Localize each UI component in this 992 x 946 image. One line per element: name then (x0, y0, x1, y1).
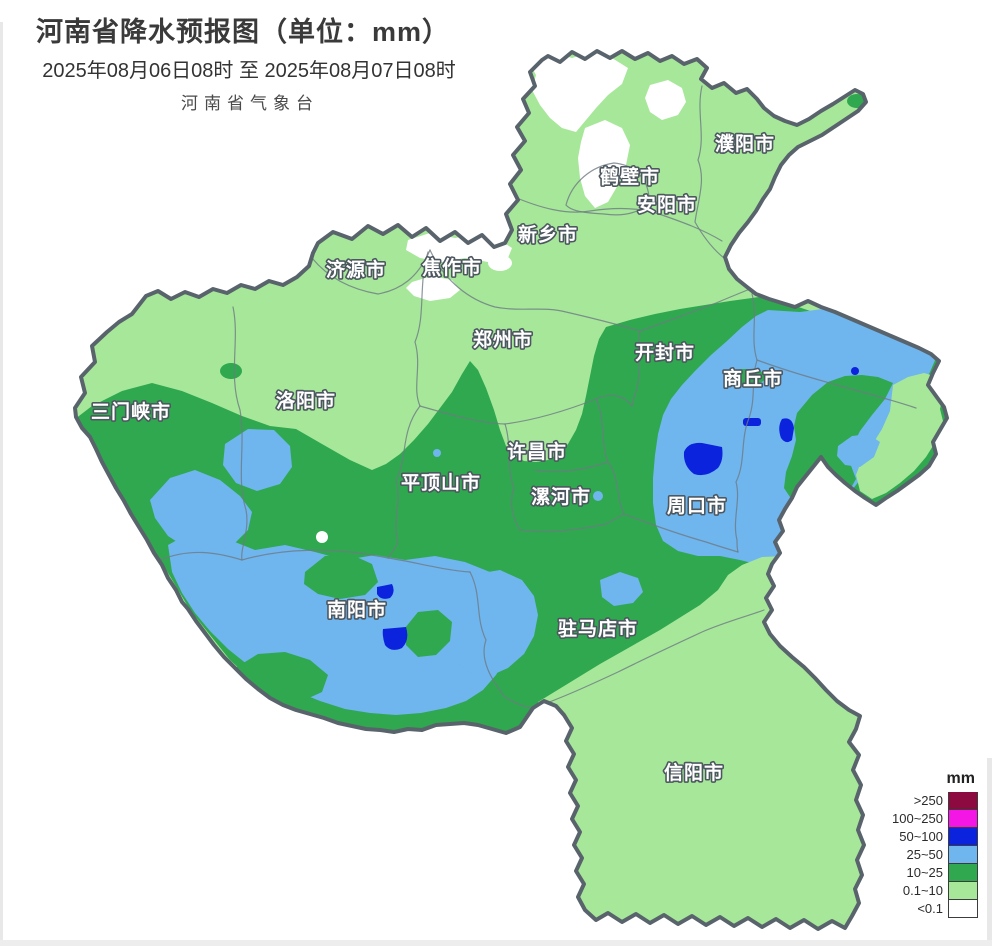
rain-area-25-50-bay (837, 434, 880, 467)
city-label-shangqiu: 商丘市 (723, 367, 783, 390)
page-edge-bottom (0, 940, 992, 946)
legend-swatch-lt01 (948, 900, 978, 918)
city-label-puyang: 濮阳市 (715, 132, 775, 155)
legend-row: >250 (828, 792, 978, 810)
legend-label: 10~25 (906, 865, 943, 880)
legend-unit-label: mm (946, 770, 975, 787)
legend-label: >250 (913, 793, 943, 808)
page-edge-left (0, 22, 3, 946)
legend-label: <0.1 (917, 901, 943, 916)
legend-row: <0.1 (828, 900, 978, 918)
city-label-zhoukou: 周口市 (667, 494, 727, 517)
legend-label: 100~250 (892, 811, 943, 826)
rain-area-25-50-east (653, 308, 936, 565)
legend-row: 50~100 (828, 828, 978, 846)
legend-label: 0.1~10 (902, 883, 943, 898)
city-label-jiyuan: 济源市 (326, 258, 386, 281)
city-boundaries (159, 85, 917, 709)
legend-row: 10~25 (828, 864, 978, 882)
city-label-xuchang: 许昌市 (507, 440, 567, 463)
issuing-agency: 河南省气象台 (181, 94, 319, 113)
city-label-nanyang: 南阳市 (327, 598, 387, 621)
city-label-luoyang: 洛阳市 (276, 389, 336, 412)
legend-swatch-25-50 (948, 846, 978, 864)
legend-label: 25~50 (906, 847, 943, 862)
page-edge-right (987, 758, 992, 946)
city-label-jiaozuo: 焦作市 (421, 256, 482, 279)
city-label-sanmenxia: 三门峡市 (91, 400, 171, 423)
city-labels: 濮阳市 鹤壁市 安阳市 新乡市 济源市 焦作市 郑州市 开封市 商丘市 三门峡市… (89, 130, 783, 785)
city-label-luohe: 漯河市 (531, 485, 591, 508)
legend-row: 0.1~10 (828, 882, 978, 900)
city-label-zhengzhou: 郑州市 (473, 328, 533, 351)
city-label-kaifeng: 开封市 (635, 341, 695, 364)
rain-area-50-100 (377, 367, 859, 650)
legend-row: 100~250 (828, 810, 978, 828)
legend-swatch-100-250 (948, 810, 978, 828)
city-label-xinxiang: 新乡市 (518, 223, 578, 246)
legend-swatch-10-25 (948, 864, 978, 882)
city-label-anyang: 安阳市 (637, 193, 697, 216)
rain-area-10-25-hole (724, 369, 766, 385)
forecast-date-range: 2025年08月06日08时 至 2025年08月07日08时 (42, 60, 456, 82)
page-title: 河南省降水预报图（单位：mm） (35, 17, 450, 47)
province-border (73, 49, 949, 931)
city-label-pingdingshan: 平顶山市 (401, 471, 481, 494)
legend-swatch-01-10 (948, 882, 978, 900)
legend-row: 25~50 (828, 846, 978, 864)
city-label-hebi: 鹤壁市 (600, 165, 660, 188)
legend-label: 50~100 (899, 829, 943, 844)
city-label-zhumadian: 驻马店市 (558, 617, 638, 640)
precipitation-legend: mm >250 100~250 50~100 25~50 10~25 0.1~1… (828, 770, 978, 918)
legend-swatch-gt250 (948, 792, 978, 810)
legend-swatch-50-100 (948, 828, 978, 846)
city-label-xinyang: 信阳市 (664, 761, 724, 784)
rain-area-01-10-yongcheng (856, 373, 944, 499)
